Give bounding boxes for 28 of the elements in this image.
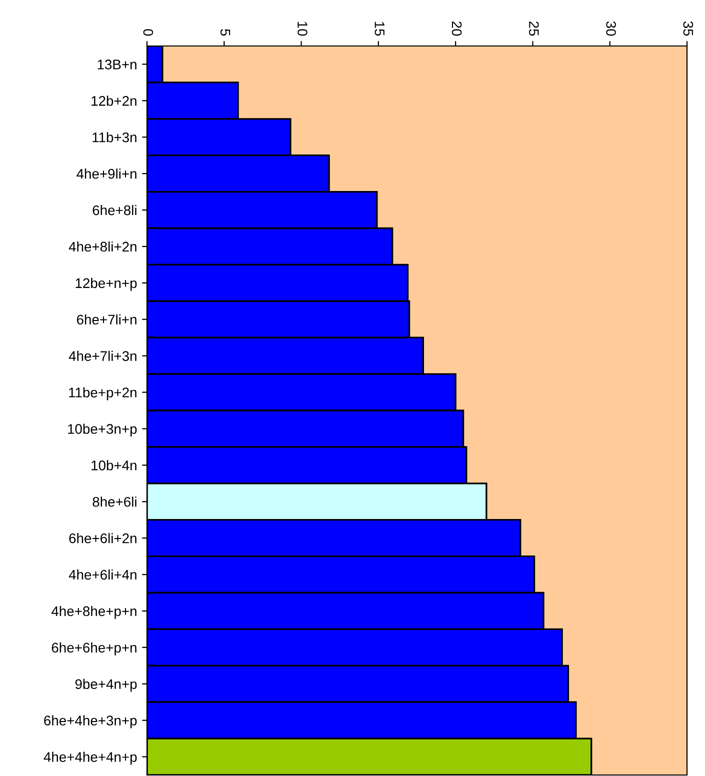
y-tick-label: 6he+6he+p+n (52, 642, 136, 656)
y-tick-label: 11b+3n (92, 132, 136, 142)
x-tick-label: 35 (683, 21, 694, 36)
x-tick-label: 25 (528, 22, 539, 36)
y-tick-label: 6he+8li (92, 204, 136, 216)
x-tick-label: 10 (298, 22, 308, 36)
y-tick-label: 11be+p+2n (69, 387, 136, 400)
y-tick-label: 4he+8he+p+n (51, 606, 136, 619)
y-tick-label: 10be+3n+p (68, 424, 137, 437)
x-tick-label: 5 (220, 29, 230, 36)
y-tick-label: 13B+n (98, 60, 136, 70)
y-tick-label: 4he+9li+n (76, 168, 136, 179)
y-tick-label: 12be+n+p (76, 278, 137, 291)
y-tick-label: 4he+4he+4n+p (44, 752, 137, 765)
y-tick-label: 6he+7li+n (76, 314, 136, 325)
x-tick-label: 30 (606, 21, 616, 36)
x-tick-label: 15 (374, 22, 384, 36)
y-tick-label: 10b+4n (92, 460, 136, 470)
y-tick-label: 9be+4n+p (75, 678, 137, 692)
y-tick-label: 4he+7li+3n (68, 350, 136, 361)
y-tick-label: 6he+6li+2n (69, 533, 136, 544)
y-tick-label: 4he+8li+2n (68, 241, 136, 252)
x-tick-label: 20 (452, 22, 462, 36)
y-tick-label: 6he+4he+3n+p (44, 715, 137, 728)
y-tick-label: 4he+6li+4n (68, 569, 136, 580)
x-tick-label: 0 (143, 29, 154, 36)
y-tick-label: 12b+2n (92, 96, 136, 106)
y-tick-label: 8he+6li (92, 496, 136, 507)
